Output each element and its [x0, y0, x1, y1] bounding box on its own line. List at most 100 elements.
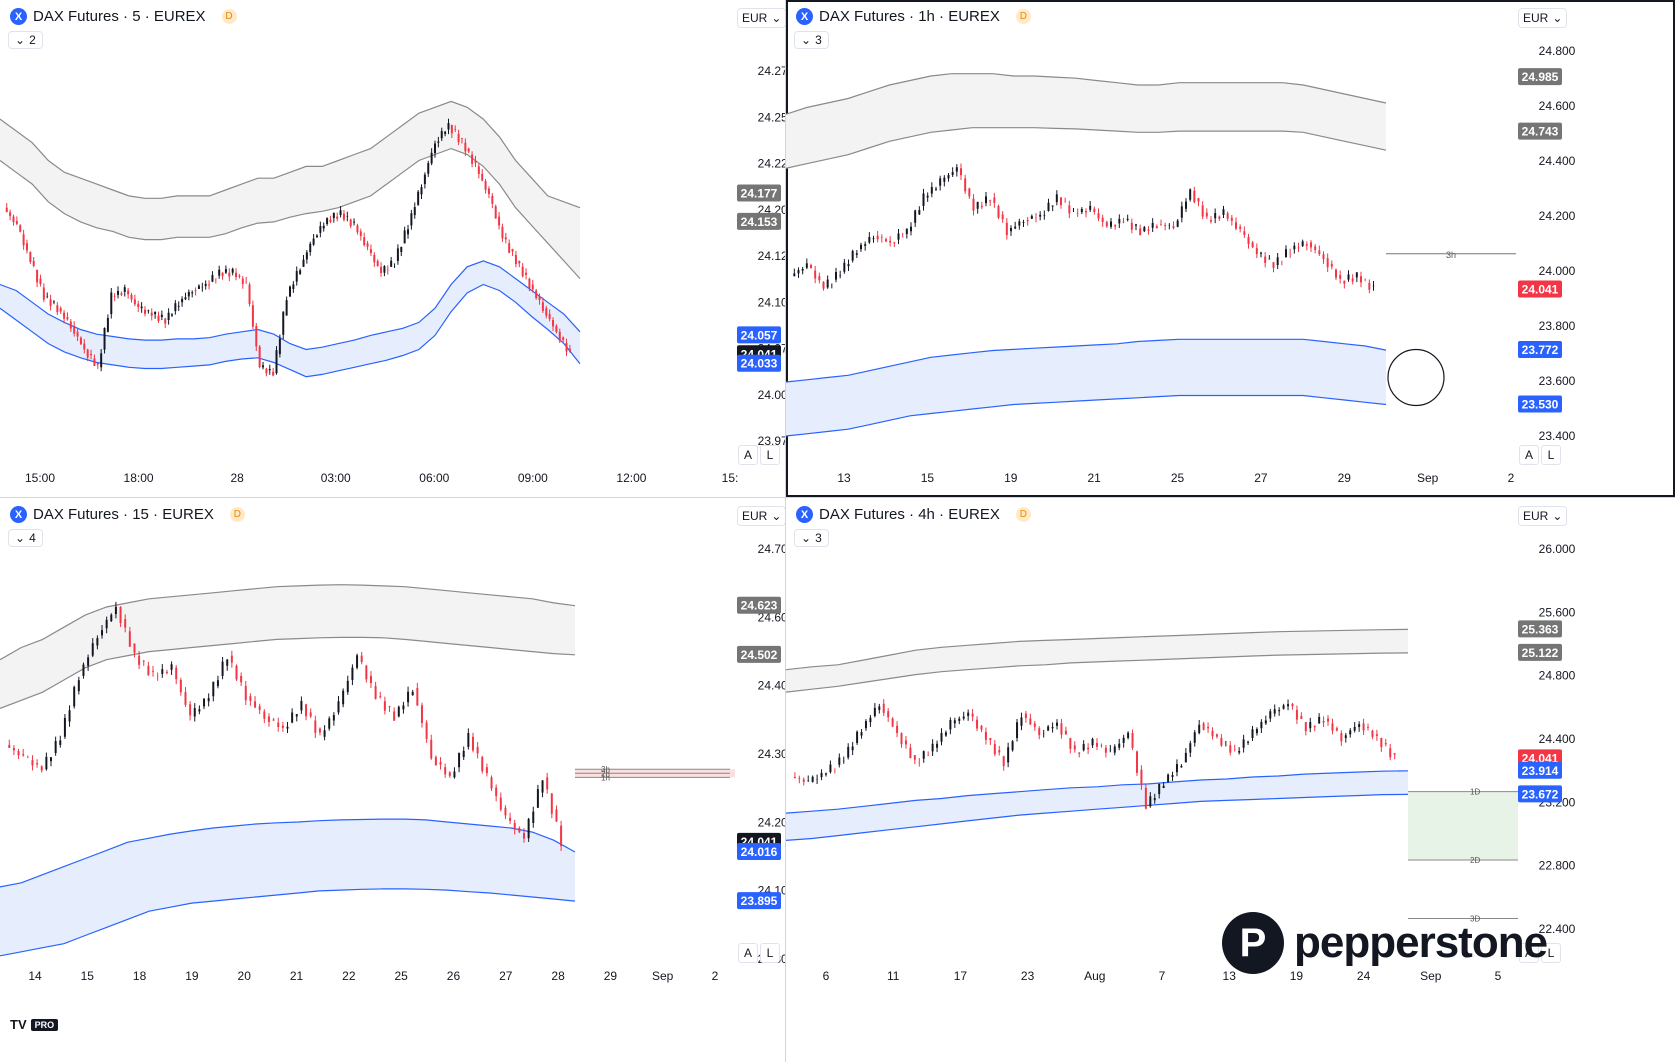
price-tag-label: 24.623 — [741, 599, 778, 613]
delayed-data-badge[interactable]: D — [229, 507, 245, 522]
upper-band-bottom-line — [786, 127, 1387, 169]
price-tag-box — [1518, 395, 1562, 413]
symbol-logo-icon: X — [10, 8, 27, 25]
price-tag-label: 24.153 — [741, 215, 778, 229]
time-tick-label: 06:00 — [419, 471, 449, 485]
level-label: 1h — [601, 773, 610, 782]
time-tick-label: 18:00 — [124, 471, 154, 485]
price-tick-label: 24.125 — [758, 249, 785, 263]
pro-badge: PRO — [30, 1018, 59, 1031]
chevron-down-icon: ⌄ — [801, 33, 812, 47]
auto-scale-button[interactable]: A — [1519, 943, 1539, 963]
time-tick-label: 2 — [1508, 471, 1515, 485]
indicators-toggle-button[interactable]: ⌄ 3 — [794, 31, 829, 49]
price-tick-label: 23.975 — [758, 434, 785, 448]
time-tick-label: Aug — [1084, 969, 1105, 983]
time-tick-label: 5 — [1495, 969, 1502, 983]
indicators-toggle-button[interactable]: ⌄ 4 — [8, 529, 43, 547]
price-tag-label: 23.895 — [741, 894, 778, 908]
chart-canvas: 24.70024.60024.40024.30024.20024.10023.8… — [0, 542, 785, 983]
price-tag-label: 23.672 — [1522, 787, 1559, 801]
upper-band-fill — [786, 629, 1408, 693]
auto-scale-button[interactable]: A — [1519, 445, 1539, 465]
level-label: 3h — [601, 765, 610, 774]
log-scale-button[interactable]: L — [1541, 445, 1561, 465]
log-scale-button[interactable]: L — [1541, 943, 1561, 963]
time-tick-label: 18 — [133, 969, 147, 983]
chart-pane-15m[interactable]: 24.70024.60024.40024.30024.20024.10023.8… — [0, 498, 785, 1062]
price-tick-label: 22.400 — [1539, 922, 1576, 936]
time-tick-label: 19 — [185, 969, 199, 983]
level-label: 2h — [601, 769, 610, 778]
chart-legend[interactable]: X DAX Futures · 15 · EUREX D — [10, 506, 245, 523]
time-tick-label: 28 — [230, 471, 244, 485]
chart-canvas: 26.00025.60024.80024.40023.20022.80022.4… — [786, 542, 1576, 983]
time-tick-label: 15 — [921, 471, 935, 485]
price-tick-label: 24.275 — [758, 64, 785, 78]
currency-button[interactable]: EUR ⌄ — [737, 506, 785, 526]
symbol-logo-icon: X — [10, 506, 27, 523]
chart-legend[interactable]: X DAX Futures · 5 · EUREX D — [10, 8, 237, 25]
chart-title: DAX Futures · 5 · EUREX — [33, 8, 206, 25]
price-tick-label: 24.300 — [758, 747, 785, 761]
currency-label: EUR — [742, 509, 768, 523]
level-label: 1D — [1470, 788, 1480, 797]
chart-pane-5m[interactable]: 24.27524.25024.22524.20024.12524.10024.0… — [0, 0, 785, 497]
log-scale-button[interactable]: L — [760, 943, 780, 963]
auto-scale-button[interactable]: A — [738, 943, 758, 963]
indicators-toggle-button[interactable]: ⌄ 2 — [8, 31, 43, 49]
time-tick-label: 21 — [290, 969, 304, 983]
time-tick-label: 25 — [1171, 471, 1185, 485]
time-tick-label: 28 — [551, 969, 565, 983]
currency-button[interactable]: EUR ⌄ — [737, 8, 785, 28]
chart-title: DAX Futures · 15 · EUREX — [33, 506, 214, 523]
upper-band-bottom-line — [0, 147, 581, 280]
lower-band-fill — [786, 770, 1408, 841]
indicators-toggle-button[interactable]: ⌄ 3 — [794, 529, 829, 547]
chart-legend[interactable]: X DAX Futures · 4h · EUREX D — [796, 506, 1031, 523]
lower-band-top-line — [0, 818, 576, 888]
pepperstone-logo: P pepperstone — [1222, 912, 1548, 974]
price-tick-label: 24.400 — [758, 679, 785, 693]
price-tag-box — [737, 645, 781, 663]
price-tick-label: 25.600 — [1539, 605, 1576, 619]
currency-button[interactable]: EUR ⌄ — [1518, 8, 1568, 28]
level-label: 3D — [1470, 914, 1480, 923]
chart-title: DAX Futures · 4h · EUREX — [819, 506, 1000, 523]
chart-canvas: 24.27524.25024.22524.20024.12524.10024.0… — [0, 64, 785, 485]
time-tick-label: 15 — [81, 969, 95, 983]
chart-pane-4h[interactable]: 26.00025.60024.80024.40023.20022.80022.4… — [786, 498, 1675, 1062]
lower-band-bottom-line — [786, 394, 1387, 437]
log-scale-button[interactable]: L — [760, 445, 780, 465]
auto-scale-button[interactable]: A — [738, 445, 758, 465]
currency-label: EUR — [1523, 11, 1549, 25]
price-tick-label: 24.400 — [1539, 732, 1576, 746]
indicators-count: 4 — [29, 531, 36, 545]
price-tick-label: 26.000 — [1539, 542, 1576, 556]
level-label: 2D — [1470, 856, 1480, 865]
price-tag-label: 24.743 — [1522, 125, 1559, 139]
chart-legend[interactable]: X DAX Futures · 1h · EUREX D — [796, 8, 1031, 25]
delayed-data-badge[interactable]: D — [1015, 507, 1031, 522]
delayed-data-badge[interactable]: D — [221, 9, 237, 24]
time-tick-label: 20 — [238, 969, 252, 983]
lower-band-top-line — [786, 338, 1387, 383]
indicators-count: 2 — [29, 33, 36, 47]
price-tag-box — [737, 842, 781, 860]
price-tag-label: 24.177 — [741, 187, 778, 201]
time-tick-label: 27 — [1254, 471, 1268, 485]
currency-button[interactable]: EUR ⌄ — [1518, 506, 1568, 526]
price-tag-box — [737, 354, 781, 372]
time-tick-label: 26 — [447, 969, 461, 983]
upper-band-bottom-line — [786, 652, 1409, 693]
price-tag-label: 24.502 — [741, 648, 778, 662]
delayed-data-badge[interactable]: D — [1015, 9, 1031, 24]
price-tag-box — [1518, 280, 1562, 298]
chart-pane-1h[interactable]: 24.800 24.600 24.400 24.200 24.000 23.800 23.6… — [786, 0, 1675, 497]
time-tick-label: 2 — [712, 969, 719, 983]
pane-divider-horizontal[interactable] — [0, 497, 1675, 498]
price-tag-box — [737, 326, 781, 344]
upper-band-fill — [0, 101, 580, 279]
lower-band-fill — [786, 339, 1386, 436]
pane-divider-vertical[interactable] — [785, 0, 786, 1062]
